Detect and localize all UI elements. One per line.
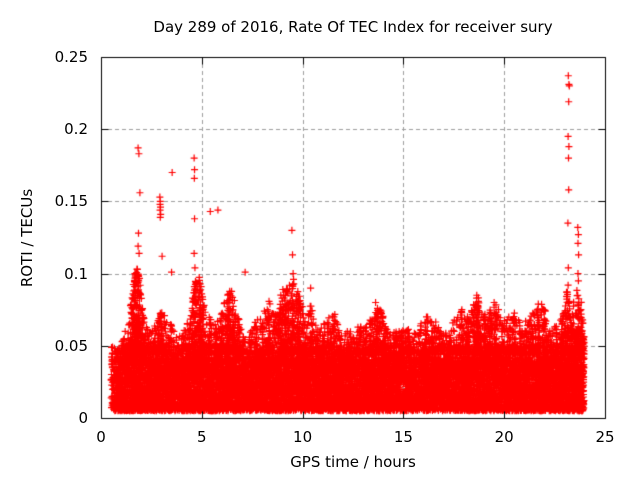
x-tick-label: 0 <box>96 428 106 446</box>
y-tick-label: 0.05 <box>54 336 88 355</box>
x-tick-label: 15 <box>393 428 413 446</box>
y-tick-label: 0.25 <box>54 48 88 66</box>
x-tick-label: 5 <box>197 428 207 446</box>
x-axis-label: GPS time / hours <box>290 453 416 471</box>
x-tick-label: 20 <box>494 428 514 446</box>
y-tick-label: 0.15 <box>54 192 88 211</box>
y-tick-label: 0.1 <box>64 264 88 283</box>
y-tick-label: 0 <box>78 409 88 427</box>
chart-title: Day 289 of 2016, Rate Of TEC Index for r… <box>153 18 553 36</box>
y-tick-label: 0.2 <box>64 120 88 139</box>
x-tick-label: 10 <box>293 428 313 446</box>
x-tick-label: 25 <box>595 428 615 446</box>
